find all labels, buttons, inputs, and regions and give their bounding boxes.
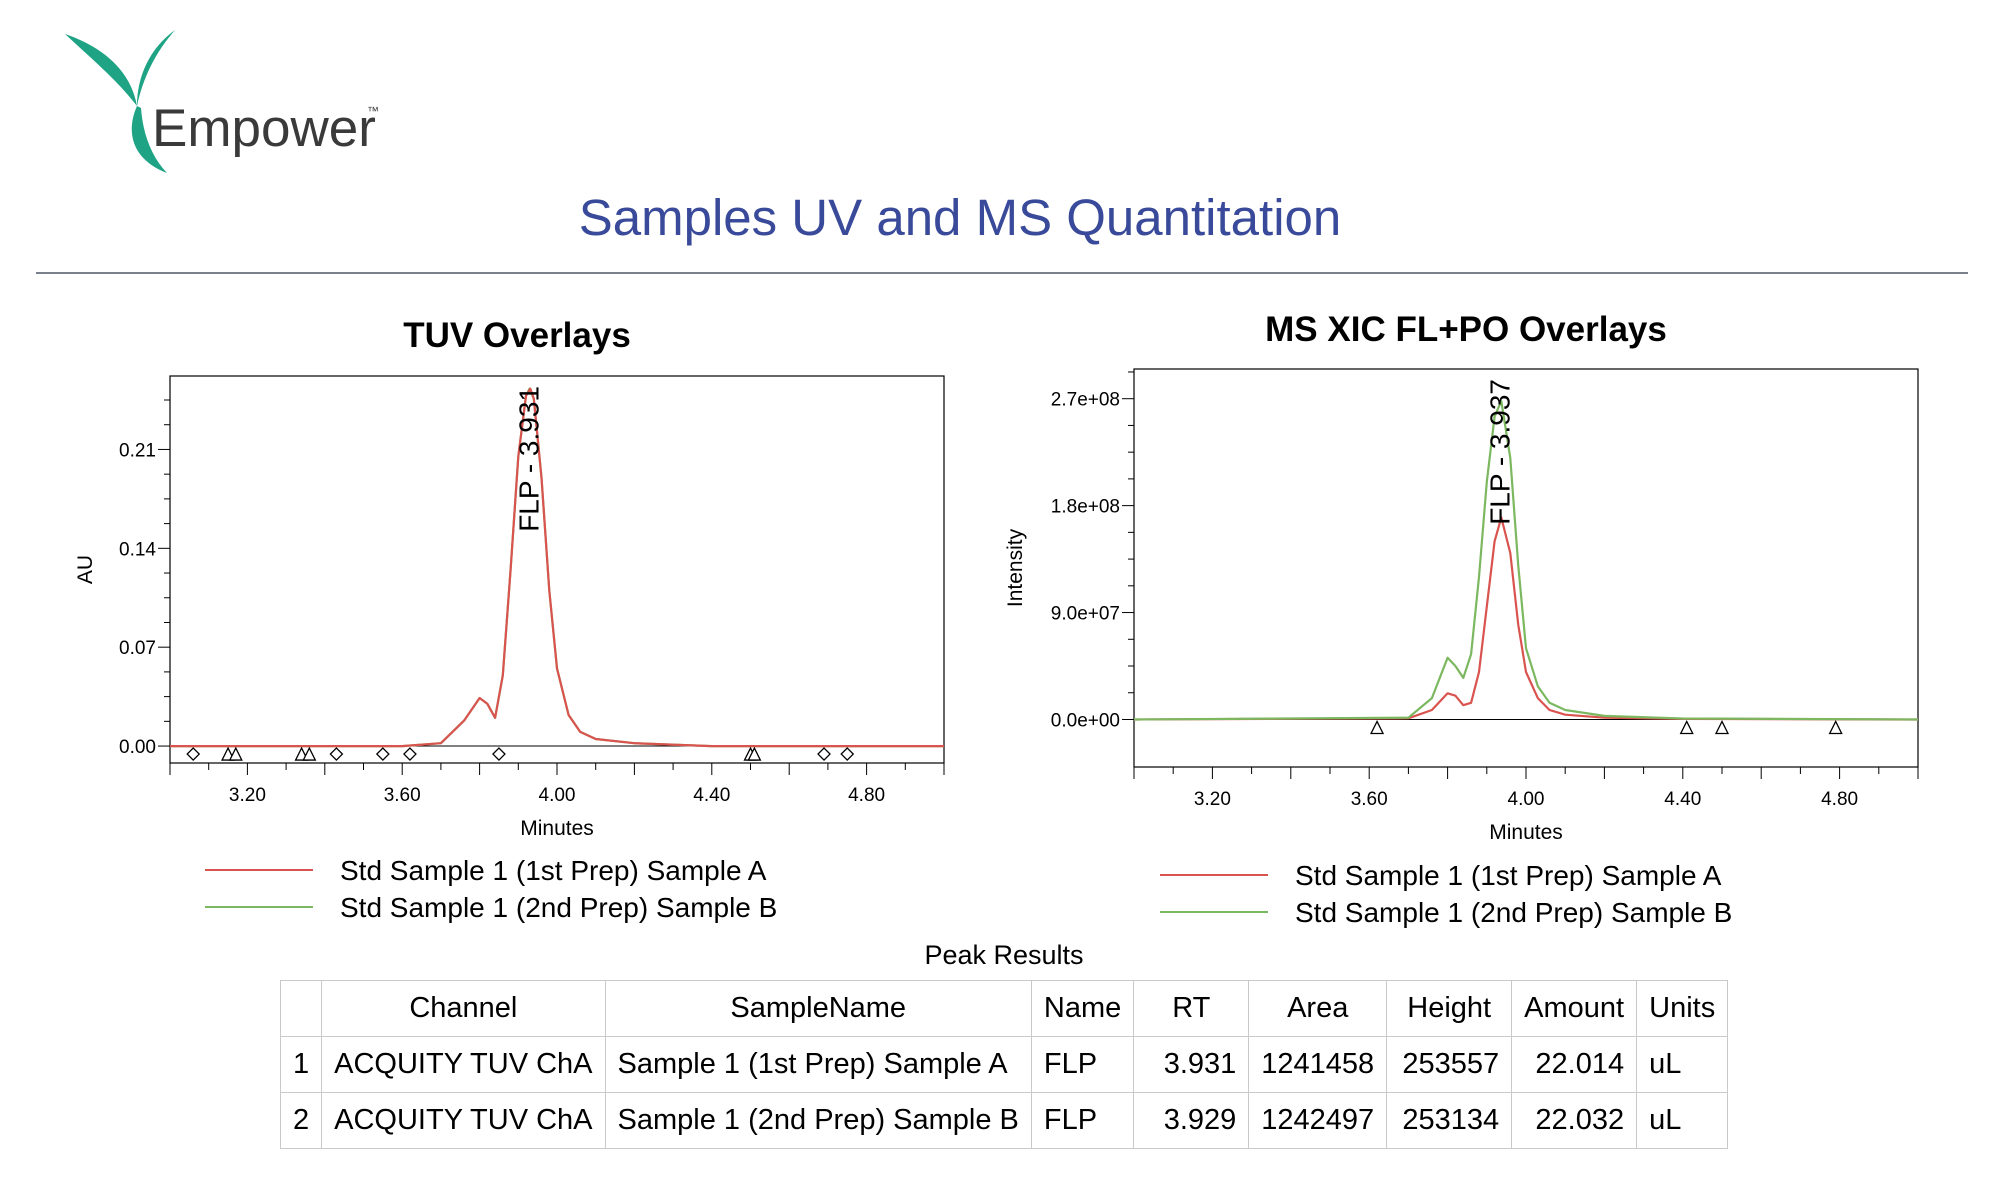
triangle-marker	[1828, 720, 1843, 735]
diamond-marker	[186, 747, 201, 761]
legend-label-b: Std Sample 1 (2nd Prep) Sample B	[1295, 897, 1732, 928]
x-tick-label: 3.60	[1351, 789, 1388, 810]
y-tick-label: 9.0e+07	[1051, 604, 1120, 625]
cell-height: 253134	[1386, 1092, 1513, 1149]
x-tick-label: 4.00	[1508, 789, 1545, 810]
triangle-marker	[1369, 720, 1385, 735]
col-amount-header: Amount	[1511, 980, 1638, 1037]
series-line-b	[170, 387, 944, 748]
series-line-b	[1133, 400, 1919, 721]
cell-area: 1242497	[1248, 1092, 1388, 1149]
triangle-marker	[1679, 720, 1694, 735]
x-axis-label: Minutes	[1489, 821, 1563, 844]
col-units-header: Units	[1636, 980, 1729, 1037]
cell-samplename: Sample 1 (1st Prep) Sample A	[604, 1036, 1032, 1093]
cell-name: FLP	[1030, 1036, 1135, 1093]
x-tick-label: 4.40	[693, 785, 730, 806]
cell-channel: ACQUITY TUV ChA	[321, 1036, 606, 1093]
col-name-header: Name	[1030, 980, 1135, 1037]
peak-results-title: Peak Results	[924, 940, 1084, 970]
col-rt-header: RT	[1133, 980, 1250, 1037]
x-axis-label: Minutes	[520, 817, 594, 840]
y-tick-label: 0.21	[119, 440, 156, 461]
peak-label: FLP - 3.937	[1484, 379, 1515, 525]
page-title: Samples UV and MS Quantitation	[578, 189, 1342, 246]
cell-channel: ACQUITY TUV ChA	[321, 1092, 606, 1149]
diamond-marker	[403, 747, 417, 761]
x-tick-label: 4.40	[1664, 789, 1701, 810]
table-row: 1 ACQUITY TUV ChA Sample 1 (1st Prep) Sa…	[279, 1036, 1729, 1093]
plot-frame	[1133, 368, 1919, 768]
x-tick-label: 4.80	[1821, 789, 1858, 810]
cell-rt: 3.931	[1133, 1036, 1250, 1093]
diamond-marker	[492, 747, 506, 761]
y-tick-label: 0.14	[119, 539, 156, 560]
cell-units: uL	[1636, 1036, 1729, 1093]
diamond-marker	[817, 747, 831, 761]
col-samplename-header: SampleName	[604, 980, 1032, 1037]
table-header-row: Channel SampleName Name RT Area Height A…	[279, 980, 1729, 1037]
series-line-a	[170, 387, 944, 748]
y-axis-label: AU	[74, 555, 97, 584]
cell-amount: 22.032	[1511, 1092, 1638, 1149]
col-height-header: Height	[1386, 980, 1513, 1037]
cell-height: 253557	[1386, 1036, 1513, 1093]
diamond-marker	[840, 747, 855, 761]
chart-title: TUV Overlays	[403, 316, 631, 355]
triangle-marker	[302, 746, 317, 761]
table-row: 2 ACQUITY TUV ChA Sample 1 (2nd Prep) Sa…	[279, 1092, 1729, 1149]
svg-text:™: ™	[367, 104, 379, 118]
title-divider	[36, 272, 1968, 274]
y-tick-label: 2.7e+08	[1051, 390, 1120, 411]
col-channel-header: Channel	[321, 980, 606, 1037]
triangle-marker	[747, 746, 762, 761]
legend-label-b: Std Sample 1 (2nd Prep) Sample B	[340, 892, 777, 923]
y-tick-label: 0.0e+00	[1051, 710, 1120, 731]
legend-label-a: Std Sample 1 (1st Prep) Sample A	[1295, 860, 1722, 891]
x-tick-label: 4.00	[539, 785, 576, 806]
diamond-marker	[329, 747, 344, 761]
plot-frame	[169, 375, 945, 764]
svg-text:Empower: Empower	[152, 99, 376, 158]
col-area-header: Area	[1248, 980, 1388, 1037]
series-line-a	[1133, 516, 1919, 721]
diamond-marker	[375, 747, 390, 761]
peak-label: FLP - 3.931	[513, 386, 544, 532]
cell-rt: 3.929	[1133, 1092, 1250, 1149]
triangle-marker	[228, 746, 243, 761]
y-tick-label: 0.07	[119, 638, 156, 659]
cell-samplename: Sample 1 (2nd Prep) Sample B	[604, 1092, 1032, 1149]
cell-name: FLP	[1030, 1092, 1135, 1149]
empower-logo: Empower ™	[65, 30, 379, 173]
chart-title: MS XIC FL+PO Overlays	[1265, 310, 1667, 349]
cell-index: 2	[279, 1092, 323, 1149]
legend-label-a: Std Sample 1 (1st Prep) Sample A	[340, 855, 767, 886]
chart-2: MS XIC FL+PO Overlays 3.20 3.60 4.00 4.40 4.8…	[1004, 310, 1919, 928]
cell-area: 1241458	[1248, 1036, 1388, 1093]
peak-results-table: Channel SampleName Name RT Area Height A…	[279, 980, 1729, 1149]
y-axis-label: Intensity	[1004, 528, 1027, 607]
x-tick-label: 3.20	[229, 785, 266, 806]
cell-index: 1	[279, 1036, 323, 1093]
triangle-marker	[1714, 720, 1730, 735]
cell-units: uL	[1636, 1092, 1729, 1149]
x-tick-label: 4.80	[848, 785, 885, 806]
x-tick-label: 3.20	[1194, 789, 1231, 810]
y-tick-label: 1.8e+08	[1051, 497, 1120, 518]
col-index-header	[279, 980, 323, 1037]
y-tick-label: 0.00	[119, 737, 156, 758]
x-tick-label: 3.60	[384, 785, 421, 806]
cell-amount: 22.014	[1511, 1036, 1638, 1093]
chart-1: TUV Overlays 3.20 3.60 4.00 4.40 4.80 Minutes 0…	[74, 316, 945, 923]
